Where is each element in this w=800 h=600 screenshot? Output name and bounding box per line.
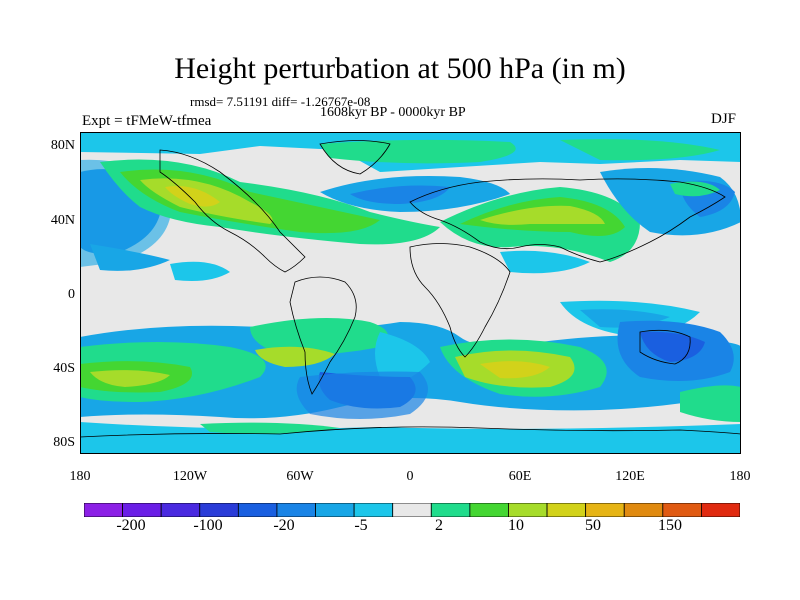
colorbar [84, 503, 740, 517]
lat-label: 80S [53, 435, 75, 450]
lon-label: 120W [172, 469, 208, 484]
colorbar-label: 50 [585, 517, 601, 534]
coastline-south-america [289, 276, 357, 395]
contour-band [320, 139, 516, 164]
colorbar-label: 2 [435, 517, 443, 534]
colorbar-swatch [84, 503, 123, 517]
experiment-label: Expt = tFMeW-tfmea [82, 113, 212, 129]
colorbar-swatch [199, 503, 239, 517]
colorbar-swatch [237, 503, 278, 517]
colorbar-swatch [508, 503, 548, 517]
colorbar-swatch [160, 503, 201, 517]
coastline-africa [409, 243, 511, 358]
colorbar-swatch [701, 503, 740, 517]
colorbar-label: 150 [658, 517, 682, 534]
season-label: DJF [711, 111, 737, 127]
period-label: 1608kyr BP - 0000kyr BP [320, 105, 466, 120]
contour-band [480, 361, 550, 379]
contour-band [296, 371, 428, 419]
lat-label: 40S [53, 361, 75, 376]
coastline-europe-asia [409, 178, 726, 263]
map-title: Height perturbation at 500 hPa (in m) [174, 52, 626, 85]
contour-band [640, 331, 705, 362]
coastlines [80, 140, 741, 438]
colorbar-label: -200 [116, 517, 146, 534]
colorbar-label: -5 [354, 517, 368, 534]
lat-label: 40N [50, 213, 75, 228]
lon-label: 120E [615, 469, 645, 484]
contour-band [680, 385, 741, 422]
contour-map [80, 132, 741, 454]
contour-band [480, 205, 605, 225]
colorbar-swatch [122, 503, 162, 517]
contour-band [250, 318, 388, 355]
contour-band [350, 185, 450, 204]
colorbar-swatch [546, 503, 587, 517]
contour-band [560, 139, 720, 161]
colorbar-swatch [392, 503, 432, 517]
contour-band [670, 181, 720, 197]
colorbar-label: 10 [508, 517, 524, 534]
colorbar-label: -100 [193, 517, 223, 534]
lon-label: 0 [406, 469, 414, 484]
colorbar-label: -20 [273, 517, 295, 534]
lat-label: 80N [50, 138, 75, 153]
colorbar-swatch [430, 503, 471, 517]
lon-label: 60E [508, 469, 532, 484]
coastline-greenland [319, 140, 391, 175]
coastline-north-america [159, 149, 306, 273]
contour-band [165, 186, 220, 207]
coastline-australia [639, 329, 691, 365]
contour-band [375, 332, 430, 382]
stats-label: rmsd= 7.51191 diff= -1.26767e-08 [190, 94, 371, 109]
contour-band [90, 244, 170, 271]
colorbar-swatch [623, 503, 664, 517]
colorbar-swatch [469, 503, 509, 517]
map-frame [80, 132, 741, 454]
lat-label: 0 [68, 287, 75, 302]
coastline-antarctica [80, 426, 741, 438]
colorbar-swatch [585, 503, 625, 517]
contour-band [90, 370, 170, 387]
contour-band [170, 261, 230, 281]
colorbar-swatch [276, 503, 316, 517]
lon-label: 180 [729, 469, 751, 484]
lon-label: 60W [286, 469, 314, 484]
contour-band [255, 346, 335, 367]
contour-band [500, 250, 590, 274]
contour-band [200, 422, 340, 434]
colorbar-swatch [353, 503, 394, 517]
lon-label: 180 [69, 469, 91, 484]
colorbar-swatch [662, 503, 702, 517]
colorbar-swatch [315, 503, 355, 517]
